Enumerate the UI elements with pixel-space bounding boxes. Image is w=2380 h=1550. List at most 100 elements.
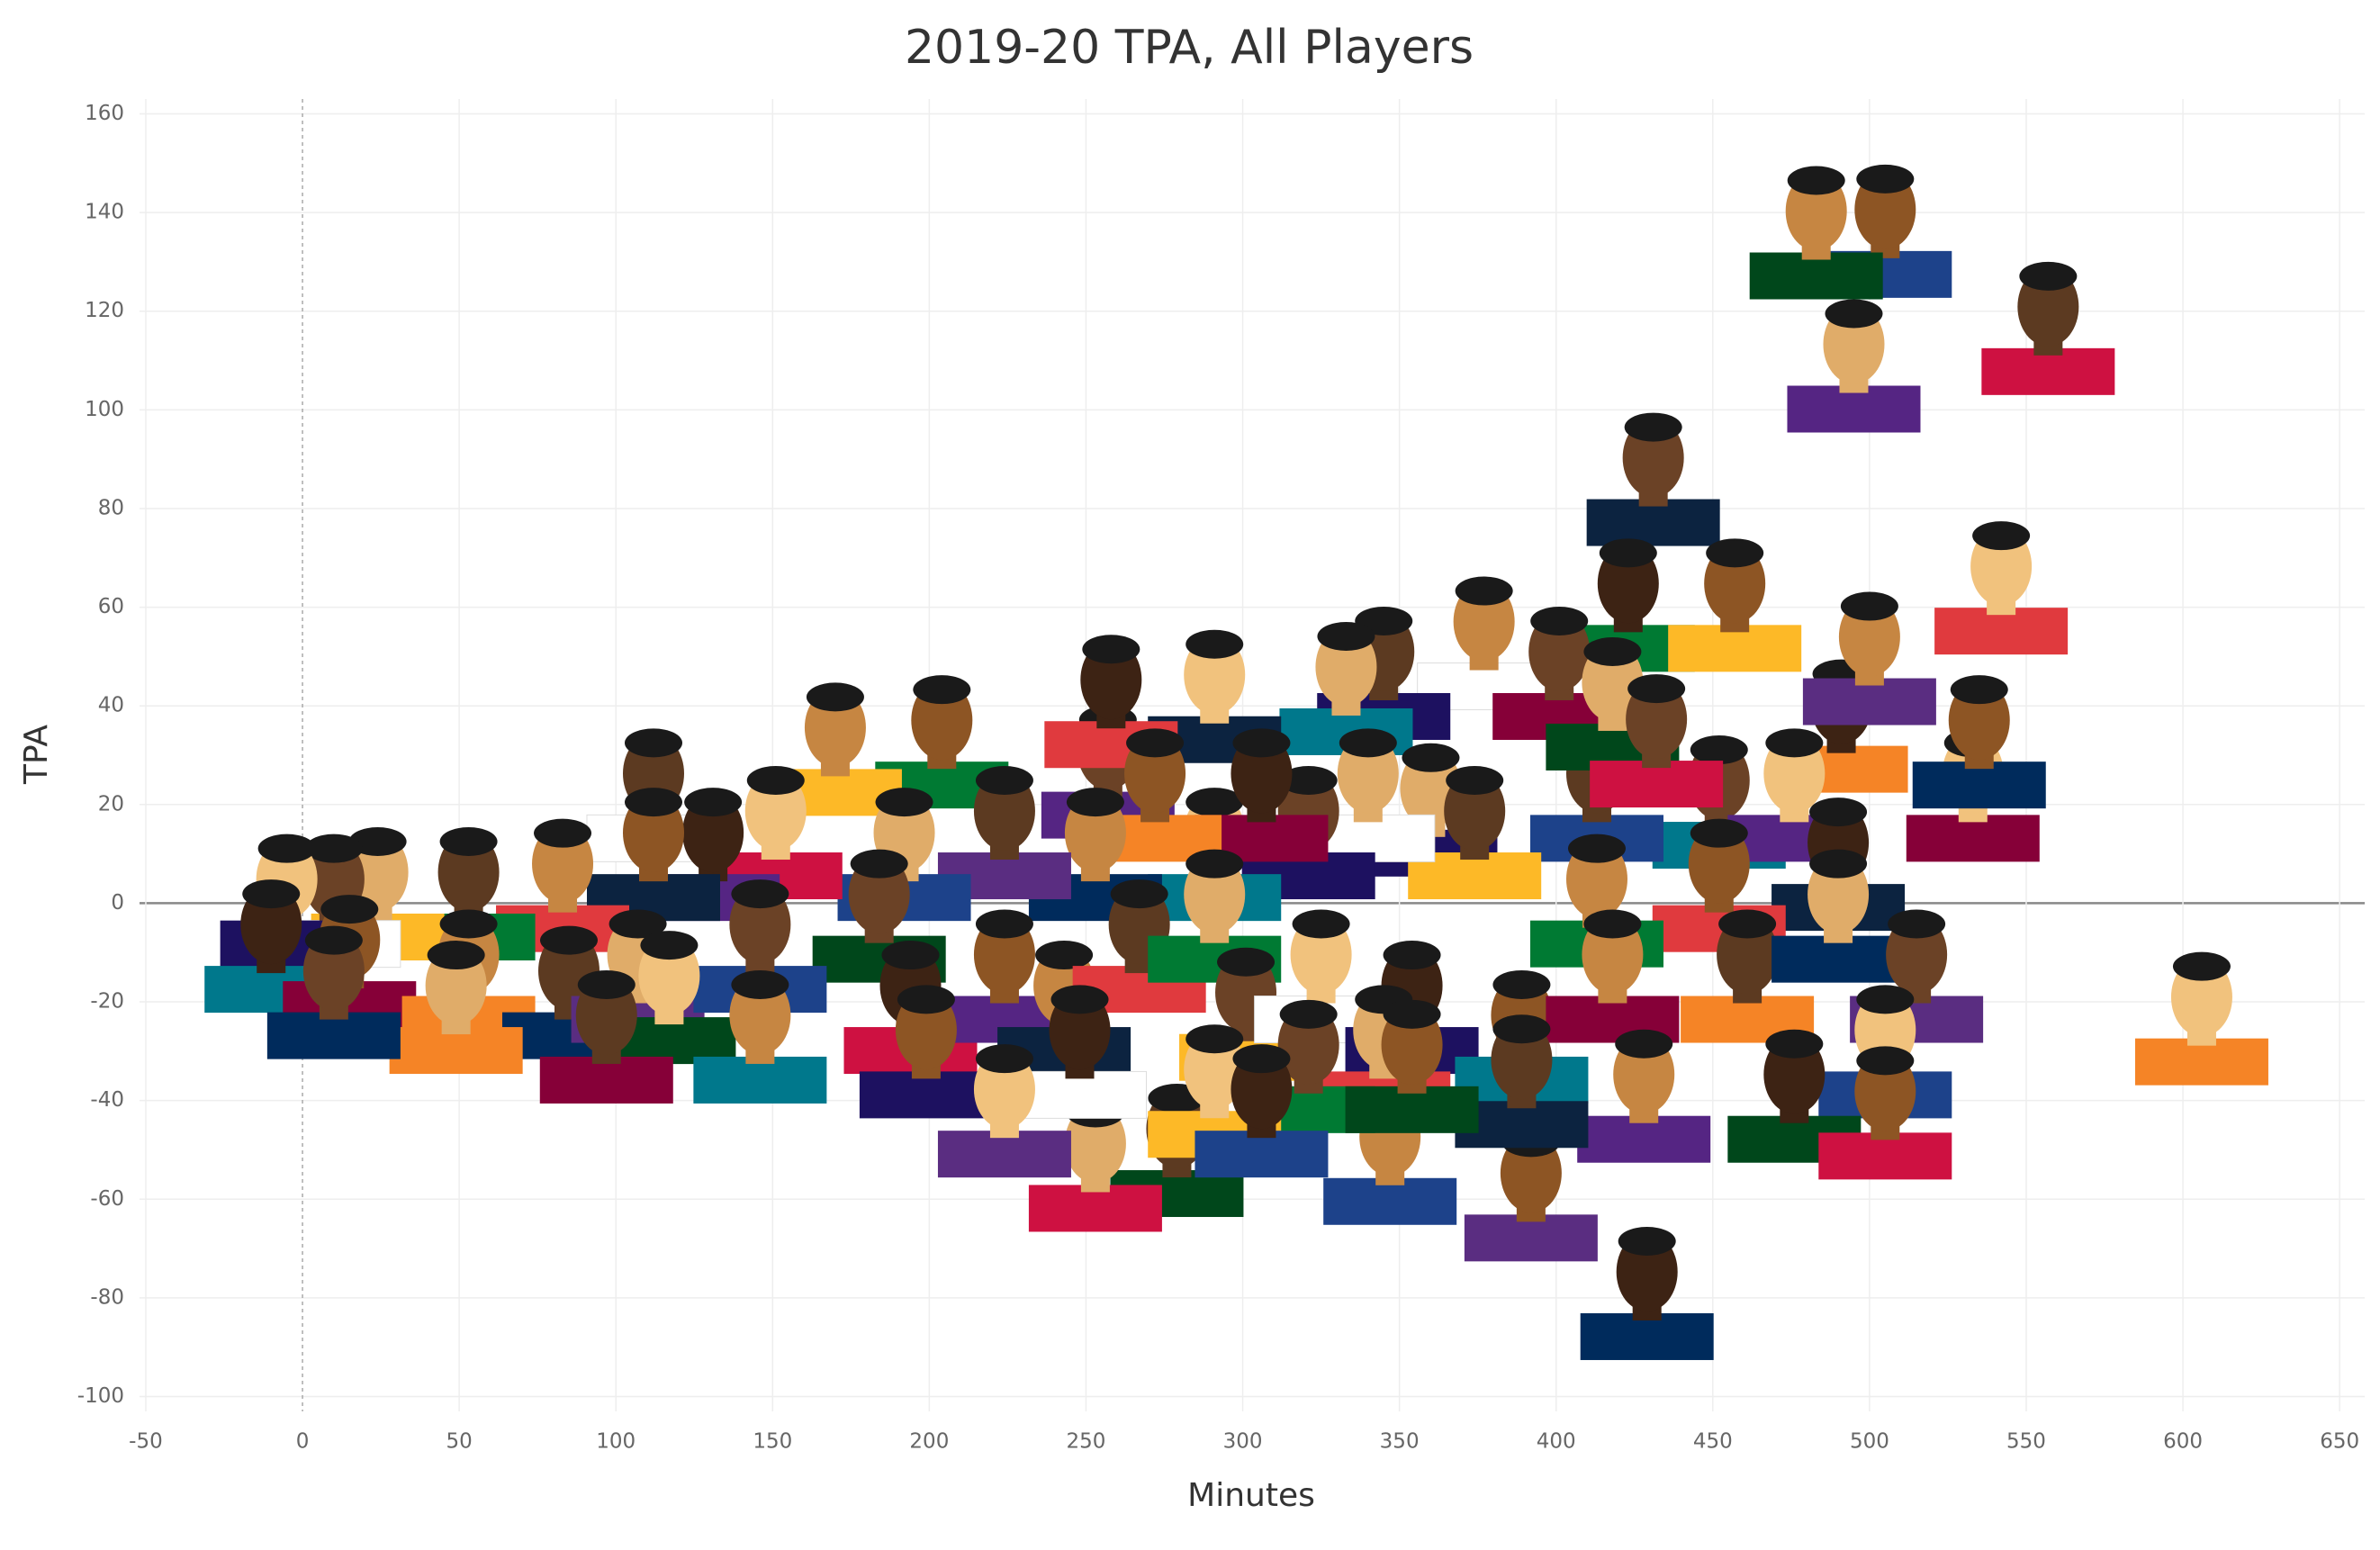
jersey (1345, 1086, 1479, 1133)
hair (640, 931, 699, 960)
jersey (2134, 1038, 2268, 1086)
hair (1888, 909, 1946, 939)
hair (439, 909, 498, 939)
player-headshot (1013, 985, 1148, 1119)
y-tick-label: -20 (90, 990, 124, 1014)
y-tick-label: -80 (90, 1285, 124, 1309)
player-headshot (539, 969, 673, 1104)
hair (1840, 591, 1898, 621)
hair (1809, 849, 1868, 879)
hair (975, 909, 1033, 939)
x-tick-label: 200 (909, 1430, 949, 1454)
player-headshot (1912, 675, 2046, 809)
hair (1690, 735, 1748, 765)
player-headshot (1981, 261, 2115, 395)
player-headshot (1787, 299, 1921, 433)
jersey (937, 1131, 1071, 1178)
jersey (859, 1071, 993, 1119)
hair (913, 675, 971, 705)
jersey (1818, 1132, 1952, 1180)
hair (1082, 635, 1140, 664)
hair (1126, 728, 1185, 758)
y-tick-label: 60 (98, 595, 124, 618)
jersey (1906, 815, 2040, 862)
player-headshot (1408, 766, 1542, 900)
player-headshot (693, 969, 827, 1104)
hair (609, 909, 667, 939)
player-headshot (1577, 1029, 1711, 1163)
player-headshot (2134, 951, 2268, 1086)
hair (2019, 261, 2078, 291)
jersey (1668, 625, 1802, 672)
hair (1706, 538, 1764, 568)
hair (1279, 999, 1338, 1029)
hair (257, 834, 316, 863)
hair (1185, 629, 1244, 659)
hair (1583, 636, 1642, 666)
jersey (1013, 1070, 1148, 1119)
hair (1217, 947, 1276, 977)
x-tick-label: 250 (1067, 1430, 1106, 1454)
hair (1972, 521, 2031, 551)
hair (850, 849, 908, 879)
player-headshot (1771, 849, 1906, 983)
hair (1339, 728, 1397, 758)
jersey (1586, 499, 1720, 546)
hair (1567, 834, 1626, 863)
y-tick-label: 40 (98, 694, 124, 717)
jersey (1802, 678, 1936, 725)
hair (427, 941, 485, 970)
hair (1185, 1024, 1244, 1054)
jersey (1787, 385, 1921, 433)
hair (746, 766, 805, 796)
hair (1066, 788, 1124, 817)
player-headshot (1455, 1014, 1589, 1149)
jersey (1934, 608, 2069, 655)
hair (731, 969, 789, 999)
hair (577, 969, 636, 999)
hair (539, 925, 598, 955)
y-tick-label: 120 (85, 299, 124, 322)
jersey (539, 1056, 673, 1104)
hair (439, 826, 498, 856)
hair (1279, 766, 1338, 796)
hair (1492, 969, 1551, 999)
x-tick-label: 350 (1380, 1430, 1420, 1454)
hair (304, 925, 363, 955)
hair (534, 818, 592, 848)
hair (1615, 1029, 1673, 1059)
player-headshot (937, 1044, 1071, 1178)
hair (881, 941, 940, 970)
hair (1856, 164, 1915, 194)
hair (1185, 788, 1244, 817)
hair (624, 788, 682, 817)
y-axis-title: TPA (18, 725, 55, 785)
hair (1950, 675, 2008, 705)
jersey (389, 1027, 523, 1075)
hair (1402, 743, 1460, 772)
player-headshot (1464, 1128, 1598, 1262)
hair (1718, 909, 1777, 939)
player-headshot (1749, 166, 1883, 300)
hair (1292, 909, 1350, 939)
player-headshot (1590, 674, 1724, 808)
jersey (266, 1012, 401, 1059)
jersey (1590, 761, 1724, 808)
player-headshot (1279, 621, 1413, 755)
x-tick-label: 650 (2320, 1430, 2359, 1454)
player-headshot (1546, 909, 1680, 1043)
player-headshot (1195, 1044, 1329, 1178)
y-tick-label: -60 (90, 1187, 124, 1211)
hair (1627, 674, 1686, 704)
x-tick-label: 500 (1850, 1430, 1889, 1454)
hair (1050, 985, 1109, 1014)
hair (1530, 606, 1589, 635)
hair (1185, 849, 1244, 879)
hair (1492, 1014, 1551, 1044)
hair (1809, 798, 1868, 827)
player-headshot (1345, 999, 1479, 1133)
jersey (1577, 1115, 1711, 1163)
player-headshot (266, 925, 401, 1059)
hair (1599, 538, 1657, 568)
